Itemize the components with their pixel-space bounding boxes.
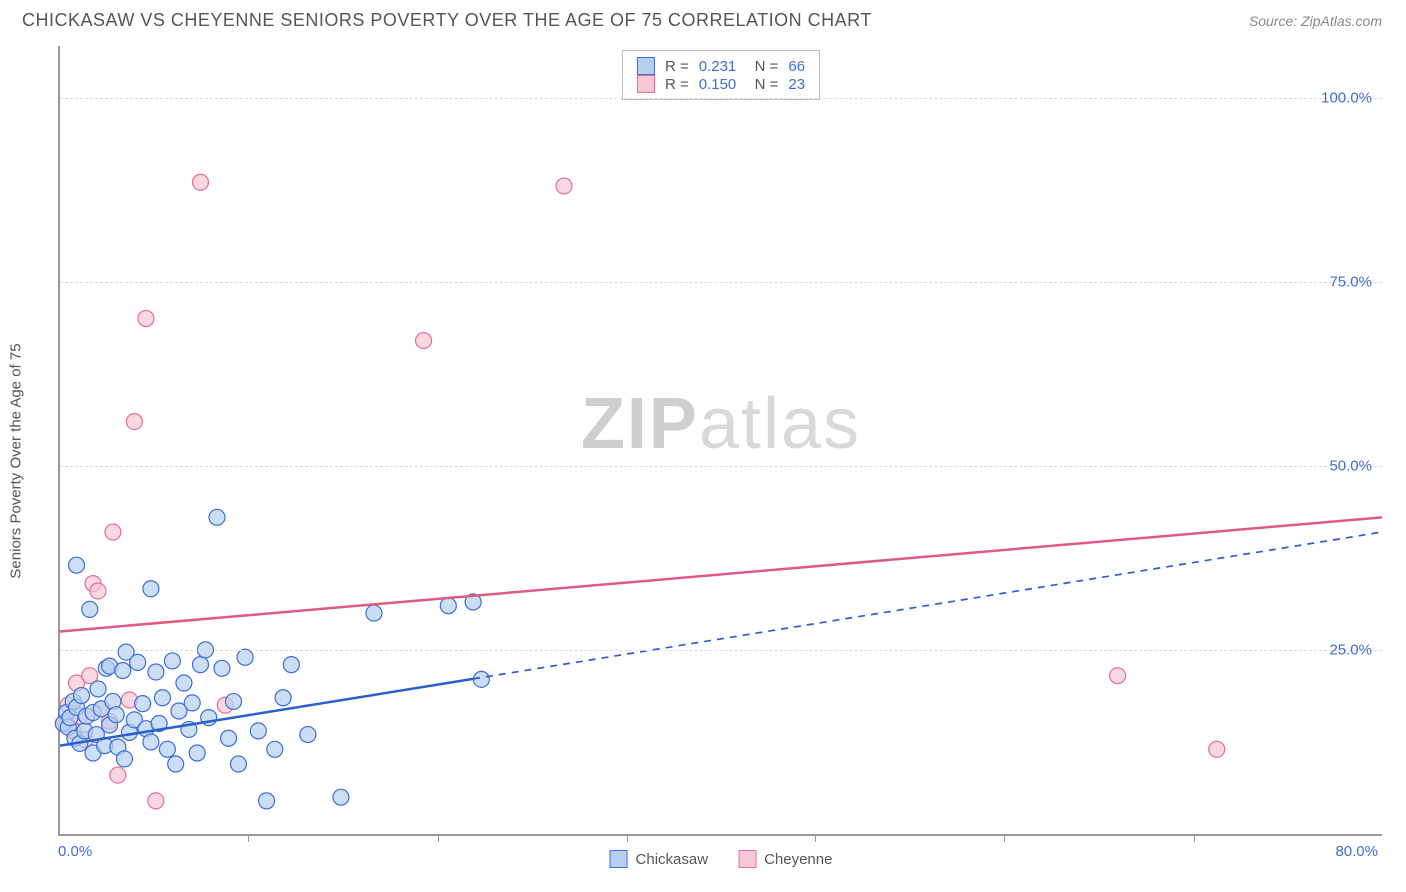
scatter-point (237, 649, 253, 665)
gridline (60, 466, 1382, 467)
scatter-svg (60, 46, 1382, 834)
scatter-point (300, 727, 316, 743)
header: CHICKASAW VS CHEYENNE SENIORS POVERTY OV… (0, 0, 1406, 37)
y-axis-label: Seniors Poverty Over the Age of 75 (8, 343, 25, 578)
x-tick-label: 0.0% (58, 843, 92, 860)
scatter-point (214, 660, 230, 676)
x-tick (438, 834, 439, 842)
scatter-point (143, 581, 159, 597)
chart-title: CHICKASAW VS CHEYENNE SENIORS POVERTY OV… (22, 10, 872, 31)
scatter-point (105, 524, 121, 540)
scatter-point (416, 333, 432, 349)
scatter-point (148, 664, 164, 680)
scatter-point (230, 756, 246, 772)
legend-series: Chickasaw Cheyenne (610, 850, 833, 868)
scatter-point (259, 793, 275, 809)
scatter-point (189, 745, 205, 761)
scatter-point (154, 690, 170, 706)
scatter-point (164, 653, 180, 669)
scatter-point (473, 671, 489, 687)
scatter-point (115, 663, 131, 679)
scatter-point (110, 767, 126, 783)
x-tick-label: 80.0% (1335, 843, 1378, 860)
gridline (60, 98, 1382, 99)
swatch-pink-icon (738, 850, 756, 868)
x-tick (1004, 834, 1005, 842)
scatter-point (138, 310, 154, 326)
scatter-point (82, 601, 98, 617)
scatter-point (159, 741, 175, 757)
legend-item: Cheyenne (738, 850, 832, 868)
scatter-point (192, 174, 208, 190)
scatter-point (176, 675, 192, 691)
source-label: Source: ZipAtlas.com (1249, 13, 1382, 29)
scatter-point (226, 693, 242, 709)
scatter-point (108, 707, 124, 723)
x-tick (1194, 834, 1195, 842)
swatch-blue-icon (610, 850, 628, 868)
scatter-point (440, 598, 456, 614)
scatter-point (116, 751, 132, 767)
y-tick-label: 50.0% (1329, 457, 1372, 474)
scatter-point (366, 605, 382, 621)
scatter-point (143, 734, 159, 750)
x-tick (815, 834, 816, 842)
scatter-point (135, 696, 151, 712)
scatter-point (209, 509, 225, 525)
scatter-point (221, 730, 237, 746)
y-tick-label: 100.0% (1321, 89, 1372, 106)
chart-area: Seniors Poverty Over the Age of 75 ZIPat… (22, 46, 1382, 876)
plot-region: ZIPatlas R = 0.231 N = 66 R = 0.150 N = … (58, 46, 1382, 836)
x-tick (627, 834, 628, 842)
scatter-point (73, 688, 89, 704)
scatter-point (184, 695, 200, 711)
scatter-point (333, 789, 349, 805)
scatter-point (283, 657, 299, 673)
scatter-point (168, 756, 184, 772)
gridline (60, 282, 1382, 283)
scatter-point (275, 690, 291, 706)
scatter-point (267, 741, 283, 757)
gridline (60, 650, 1382, 651)
scatter-point (192, 657, 208, 673)
scatter-point (126, 414, 142, 430)
y-tick-label: 75.0% (1329, 273, 1372, 290)
regression-line (60, 517, 1382, 631)
legend-item: Chickasaw (610, 850, 709, 868)
regression-line-dashed (473, 532, 1382, 679)
scatter-point (90, 583, 106, 599)
scatter-point (1110, 668, 1126, 684)
scatter-point (130, 654, 146, 670)
scatter-point (69, 557, 85, 573)
scatter-point (148, 793, 164, 809)
scatter-point (90, 681, 106, 697)
scatter-point (1209, 741, 1225, 757)
scatter-point (556, 178, 572, 194)
scatter-point (250, 723, 266, 739)
x-tick (248, 834, 249, 842)
y-tick-label: 25.0% (1329, 641, 1372, 658)
